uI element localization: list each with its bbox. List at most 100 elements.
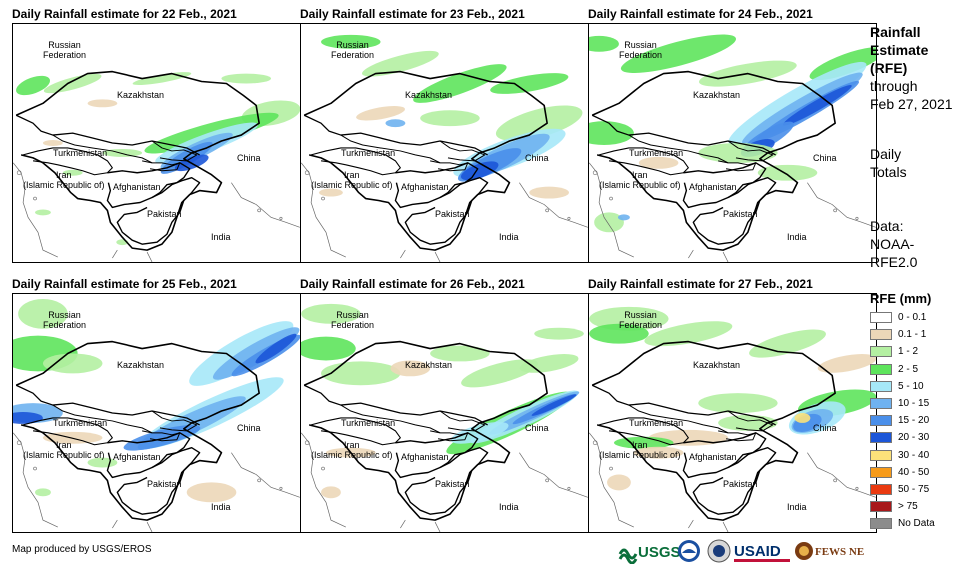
rainfall-blob [42, 140, 63, 146]
label-china: China [525, 423, 549, 433]
coastline [301, 432, 588, 532]
rainfall-blob [62, 169, 83, 176]
label-pakistan: Pakistan [435, 209, 470, 219]
rainfall-blob [321, 361, 401, 386]
rainfall-blob [221, 73, 272, 84]
label-afghanistan: Afghanistan [689, 182, 737, 192]
label-china: China [813, 423, 837, 433]
label-india: India [499, 502, 519, 512]
map-frame: Russian Federation Kazakhstan Turkmenistan… [588, 293, 877, 533]
label-iran: Iran (Islamic Republic of) [599, 440, 681, 460]
boundary-line [718, 160, 757, 172]
country-boundaries [13, 70, 300, 262]
coastline [589, 432, 876, 532]
legend-label: > 75 [898, 501, 918, 513]
rainfall-blob [644, 321, 733, 347]
boundary-line [682, 432, 767, 479]
panel-title: Daily Rainfall estimate for 27 Feb., 202… [588, 277, 813, 291]
boundary-line [106, 432, 191, 479]
boundary-line [340, 404, 441, 434]
boundary-line [22, 417, 113, 446]
boundary-line [52, 134, 153, 164]
legend-swatch [870, 501, 892, 513]
legend-swatch [870, 346, 892, 358]
rainfall-blob [817, 354, 876, 373]
label-india: India [787, 502, 807, 512]
boundary-line [151, 410, 198, 432]
rainfall-blob [698, 143, 778, 163]
map-frame: Russian Federation Kazakhstan Turkmenistan… [12, 293, 301, 533]
rainfall-blob [589, 323, 649, 344]
boundary-line [439, 410, 486, 432]
boundary-line [404, 177, 489, 245]
boundary-line [151, 140, 198, 162]
boundary-line [591, 114, 776, 156]
panel-title: Daily Rainfall estimate for 24 Feb., 202… [588, 7, 813, 21]
island [304, 440, 310, 446]
boundary-line [598, 147, 689, 176]
coastline [589, 162, 876, 262]
usaid-logo: USAID [734, 543, 790, 562]
legend-label: No Data [898, 518, 935, 530]
island [545, 208, 549, 213]
label-pakistan: Pakistan [723, 479, 758, 489]
label-russia: Russian Federation [619, 40, 663, 60]
rainfall-blob [430, 345, 490, 362]
boundary-line [116, 177, 201, 245]
island [567, 486, 571, 490]
rainfall-blob [620, 34, 737, 73]
rainfall-blob [301, 336, 356, 361]
island [321, 466, 325, 471]
rainfall-layer [301, 303, 584, 499]
rainfall-blob [35, 488, 51, 497]
map-panel-5: Daily Rainfall estimate for 26 Feb., 202… [300, 277, 589, 533]
label-afghanistan: Afghanistan [113, 182, 161, 192]
map-frame: Russian Federation Kazakhstan Turkmenistan… [12, 23, 301, 263]
boundary-line [591, 340, 836, 521]
boundary-line [303, 340, 548, 521]
rainfall-blob [16, 75, 51, 96]
rainfall-blob [698, 393, 778, 413]
boundary-line [116, 447, 201, 515]
island [279, 216, 283, 220]
rainfall-blob [186, 482, 237, 503]
boundary-line [303, 384, 488, 426]
island [609, 196, 613, 201]
rfe-title: Rainfall Estimate (RFE) through Feb 27, … [870, 23, 953, 113]
legend-label: 15 - 20 [898, 415, 930, 427]
island [257, 208, 261, 213]
label-china: China [813, 153, 837, 163]
rainfall-blob [638, 156, 679, 169]
boundary-line [52, 404, 153, 434]
usgs-logo: USGS [618, 544, 680, 564]
label-pakistan: Pakistan [435, 479, 470, 489]
map-panel-4: Daily Rainfall estimate for 25 Feb., 202… [12, 277, 301, 533]
rainfall-blob [613, 436, 674, 449]
country-boundaries [589, 70, 876, 262]
legend-swatch [870, 432, 892, 444]
usaid-logo-text: USAID [734, 543, 781, 560]
country-boundaries [301, 340, 588, 532]
label-kazakhstan: Kazakhstan [117, 360, 165, 370]
rainfall-map [13, 70, 300, 262]
island [592, 170, 598, 176]
rainfall-blob [13, 412, 43, 424]
rainfall-blob [534, 327, 584, 340]
rainfall-blob [633, 446, 684, 459]
boundary-line [682, 162, 767, 209]
legend-label: 20 - 30 [898, 432, 930, 444]
coastline [13, 432, 300, 532]
through-date: Feb 27, 2021 [870, 96, 953, 112]
through-line1: through [870, 78, 918, 94]
usgs-logo-text: USGS [638, 544, 680, 561]
rainfall-blob [385, 119, 406, 128]
data-line2: NOAA- [870, 236, 915, 252]
map-credit: Map produced by USGS/EROS [12, 544, 152, 555]
label-afghanistan: Afghanistan [689, 452, 737, 462]
rainfall-blob [87, 99, 118, 108]
boundary-line [394, 162, 479, 209]
legend-label: 5 - 10 [898, 380, 924, 392]
boundary-line [142, 160, 181, 172]
legend-swatch [870, 312, 892, 323]
legend-label: 0.1 - 1 [898, 329, 927, 341]
